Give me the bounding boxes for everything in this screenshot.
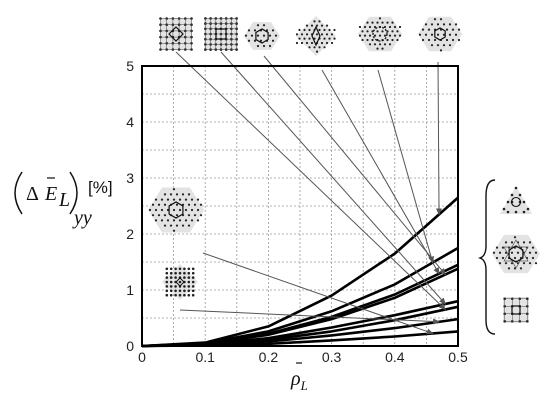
triangular-diamond-icon bbox=[295, 16, 336, 56]
svg-text:ρL: ρL bbox=[290, 368, 308, 393]
svg-text:L: L bbox=[58, 189, 70, 211]
lattice-icons bbox=[148, 16, 540, 323]
hexagonal-lattice-icon bbox=[418, 16, 462, 52]
y-tick-label: 0 bbox=[126, 338, 134, 354]
x-tick-label: 0 bbox=[138, 349, 146, 365]
x-tick-labels: 0 0.1 0.2 0.3 0.4 0.5 bbox=[138, 349, 468, 365]
callout-arrow bbox=[377, 69, 434, 264]
y-tick-label: 5 bbox=[126, 58, 134, 74]
x-tick-label: 0.3 bbox=[322, 349, 342, 365]
hexagonal-lattice-large-icon bbox=[148, 187, 204, 233]
square-grid-dense-icon bbox=[204, 17, 238, 51]
x-tick-label: 0.2 bbox=[259, 349, 279, 365]
plot-frame bbox=[141, 65, 459, 347]
callout-arrows bbox=[175, 51, 447, 335]
x-tick-label: 0.5 bbox=[448, 349, 468, 365]
callout-arrow bbox=[435, 61, 442, 216]
svg-text:E: E bbox=[44, 183, 57, 205]
square-grid-diamond-icon bbox=[159, 17, 193, 51]
diamond-lattice-icon bbox=[162, 264, 198, 300]
y-tick-labels: 0 1 2 3 4 5 bbox=[126, 58, 134, 354]
svg-text:yy: yy bbox=[72, 207, 92, 229]
callout-arrow bbox=[175, 51, 447, 311]
callout-arrow bbox=[321, 69, 440, 275]
y-tick-label: 1 bbox=[126, 282, 134, 298]
y-axis-label: Δ E L yy [%] bbox=[14, 171, 113, 229]
hexagonal-ring-icon bbox=[358, 16, 402, 52]
x-tick-label: 0.1 bbox=[195, 349, 215, 365]
hexagon-ring-icon bbox=[244, 22, 280, 50]
svg-text:[%]: [%] bbox=[88, 178, 113, 197]
hexagonal-star-icon bbox=[492, 234, 540, 274]
callout-arrow bbox=[220, 51, 447, 305]
y-tick-label: 2 bbox=[126, 226, 134, 242]
callout-arrow bbox=[263, 55, 446, 276]
y-tick-label: 4 bbox=[126, 114, 134, 130]
x-tick-label: 0.4 bbox=[385, 349, 405, 365]
svg-text:Δ: Δ bbox=[26, 183, 39, 205]
grid bbox=[142, 66, 458, 346]
bracket bbox=[477, 179, 496, 335]
x-axis-label: ρL bbox=[290, 362, 308, 393]
triangle-ring-icon bbox=[500, 186, 532, 214]
callout-arrow bbox=[179, 309, 441, 325]
square-grid-small-icon bbox=[503, 297, 529, 323]
y-tick-label: 3 bbox=[126, 170, 134, 186]
